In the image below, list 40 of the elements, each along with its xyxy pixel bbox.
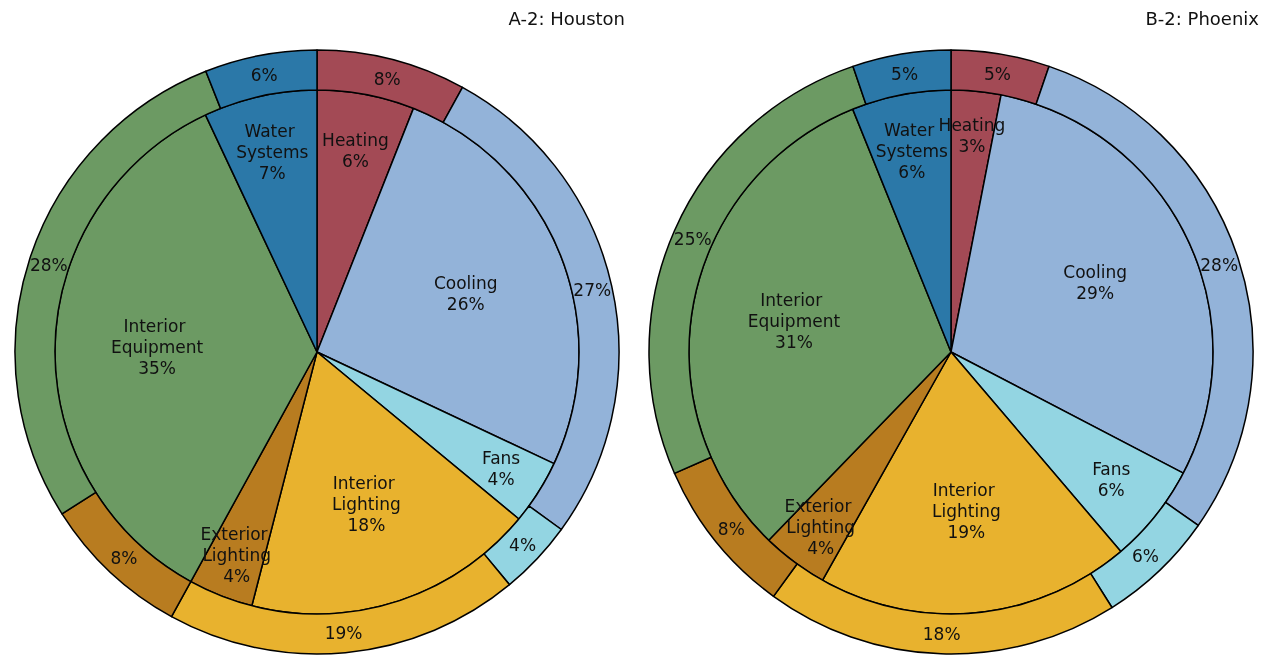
slice-label: Interior Lighting	[932, 480, 1001, 522]
data-label: 5%	[891, 63, 919, 84]
data-label: 6%	[898, 161, 926, 182]
data-label: 6%	[1131, 546, 1159, 567]
data-label: 35%	[138, 357, 176, 378]
slice-label: Cooling	[1063, 262, 1127, 283]
slice-label: Water Systems	[236, 120, 309, 162]
data-label: 5%	[983, 63, 1011, 84]
data-label: 19%	[947, 522, 986, 543]
data-label: 6%	[1097, 480, 1125, 501]
slice-label: Heating	[322, 130, 389, 151]
data-label: 6%	[250, 65, 278, 85]
data-label: 6%	[341, 151, 369, 172]
data-label: 18%	[922, 623, 961, 644]
data-label: 31%	[775, 332, 813, 353]
data-label: 25%	[673, 228, 712, 249]
data-label: 27%	[573, 280, 612, 301]
data-label: 18%	[347, 515, 386, 536]
data-label: 26%	[446, 293, 485, 314]
slice-label: Cooling	[433, 272, 498, 293]
slice-label: Interior Equipment	[110, 315, 204, 357]
data-label: 4%	[509, 535, 537, 556]
data-label: 4%	[807, 537, 835, 558]
data-label: 4%	[223, 565, 251, 586]
slice-label: Interior Equipment	[747, 290, 841, 332]
data-label: 4%	[487, 469, 515, 490]
data-label: 28%	[1200, 254, 1239, 275]
data-label: 29%	[1076, 283, 1115, 304]
chart-title: B-2: Phoenix	[1145, 7, 1260, 29]
data-label: 19%	[324, 622, 363, 643]
data-label: 8%	[373, 68, 401, 89]
slice-label: Interior Lighting	[332, 473, 401, 515]
data-label: 8%	[110, 547, 138, 568]
chart-title: A-2: Houston	[508, 7, 625, 29]
data-label: 8%	[717, 518, 745, 539]
data-label: 3%	[958, 135, 986, 156]
slice-label: Fans	[481, 448, 521, 469]
data-label: 28%	[29, 254, 68, 275]
slice-label: Fans	[1092, 459, 1131, 480]
data-label: 7%	[258, 162, 286, 183]
